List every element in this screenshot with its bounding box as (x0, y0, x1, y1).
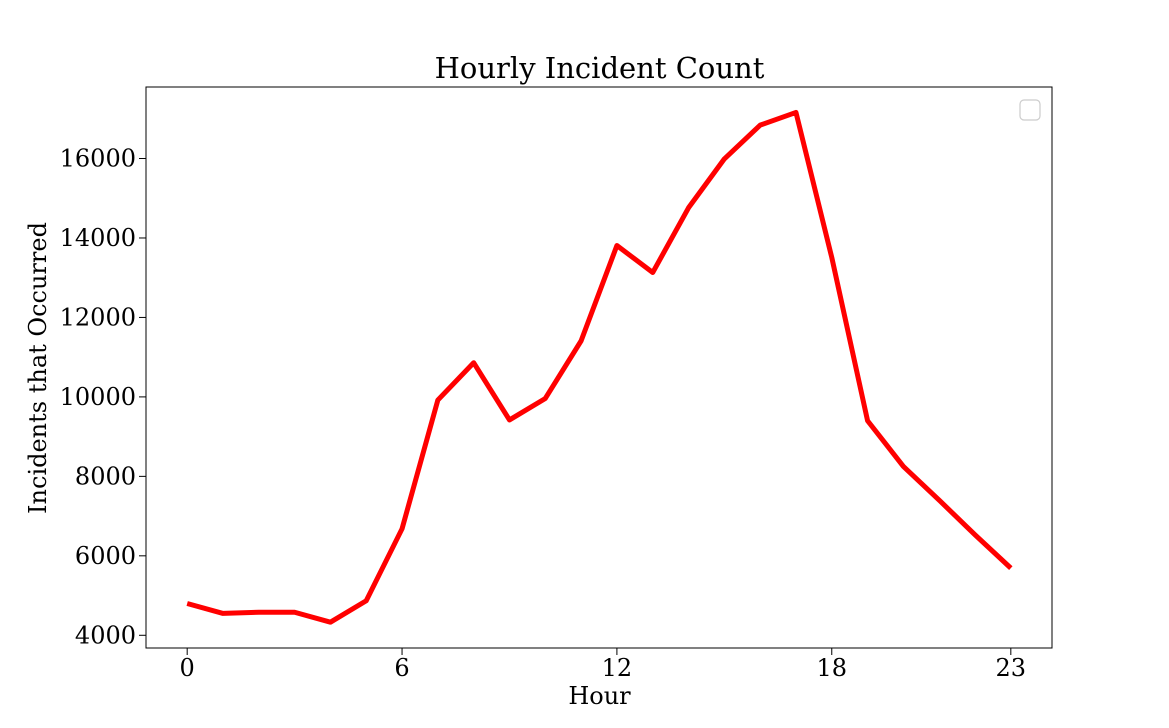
x-tick-label: 23 (996, 654, 1027, 682)
y-tick-label: 8000 (75, 462, 136, 490)
x-axis-label: Hour (568, 682, 631, 710)
chart-title: Hourly Incident Count (435, 51, 765, 85)
y-tick-label: 16000 (60, 145, 136, 173)
x-tick-label: 18 (816, 654, 847, 682)
y-tick-label: 6000 (75, 542, 136, 570)
y-axis-label: Incidents that Occurred (24, 222, 52, 514)
plot-frame (145, 86, 1053, 649)
plot-area (145, 86, 1053, 649)
x-tick-label: 12 (602, 654, 633, 682)
y-tick-label: 10000 (60, 383, 136, 411)
x-tick-label: 6 (394, 654, 409, 682)
y-axis: 4000 6000 8000 10000 12000 14000 16000 (60, 145, 146, 649)
series-line (186, 109, 1013, 625)
x-tick-label: 0 (180, 654, 195, 682)
y-tick-label: 12000 (60, 303, 136, 331)
legend-box (1019, 99, 1041, 121)
y-tick-label: 4000 (75, 621, 136, 649)
x-axis: 0 6 12 18 23 (180, 648, 1027, 682)
y-tick-label: 14000 (60, 224, 136, 252)
